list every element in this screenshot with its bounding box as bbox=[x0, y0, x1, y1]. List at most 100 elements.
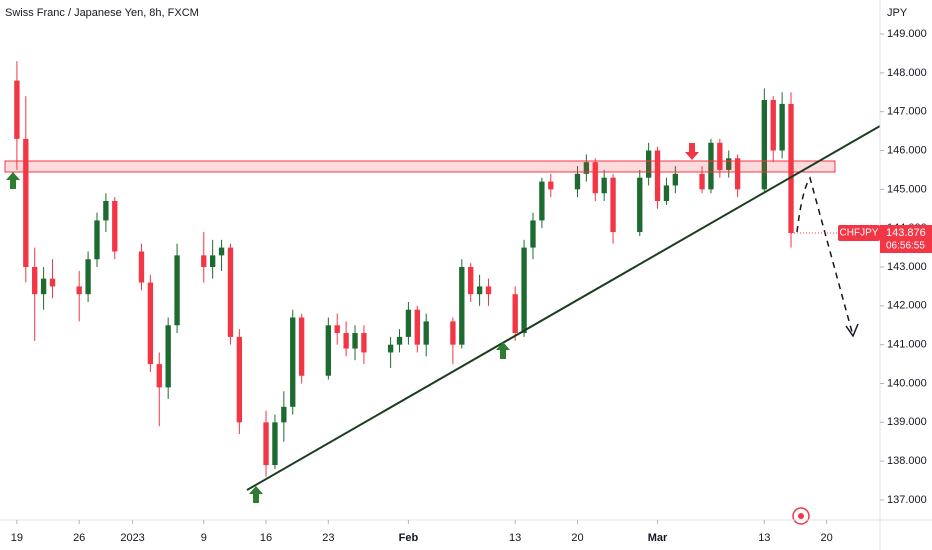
target-icon-dot[interactable] bbox=[798, 513, 804, 519]
x-tick-label: 13 bbox=[509, 532, 521, 544]
candle-body bbox=[530, 220, 536, 248]
candle-body bbox=[521, 247, 527, 334]
candle-body bbox=[459, 267, 465, 345]
candle-body bbox=[387, 344, 394, 353]
candle-body bbox=[209, 255, 216, 268]
candle-body bbox=[334, 325, 340, 334]
x-tick-label: 20 bbox=[571, 532, 583, 544]
plot-area bbox=[14, 61, 794, 477]
candle-body bbox=[450, 321, 456, 345]
up-arrow bbox=[249, 486, 263, 503]
candle-body bbox=[423, 321, 429, 345]
candle-body bbox=[138, 251, 145, 283]
candle-body bbox=[548, 181, 554, 190]
candle-body bbox=[40, 278, 47, 295]
candle-body bbox=[663, 185, 670, 201]
up-arrow bbox=[6, 172, 20, 189]
projection-arrowhead bbox=[845, 323, 859, 338]
x-tick-label: 2023 bbox=[120, 532, 144, 544]
x-tick-label: 23 bbox=[322, 532, 334, 544]
candle-body bbox=[770, 100, 776, 151]
candle-body bbox=[147, 282, 154, 365]
candle-body bbox=[23, 138, 29, 268]
candle-body bbox=[343, 333, 349, 349]
candle-body bbox=[14, 80, 20, 139]
target-icon[interactable] bbox=[792, 507, 810, 525]
y-tick-label: 138.000 bbox=[887, 455, 927, 467]
x-tick-label: 26 bbox=[73, 532, 85, 544]
projection-path bbox=[796, 176, 853, 333]
candle-body bbox=[298, 317, 305, 376]
candle-body bbox=[654, 150, 661, 201]
x-tick-label: 16 bbox=[260, 532, 272, 544]
y-tick-label: 140.000 bbox=[887, 377, 927, 389]
candle-body bbox=[281, 406, 287, 423]
candle-body bbox=[672, 173, 679, 186]
candle-body bbox=[708, 142, 714, 190]
candle-body bbox=[788, 103, 794, 233]
price-tag-bg bbox=[880, 224, 932, 253]
candle-body bbox=[49, 278, 56, 287]
candle-body bbox=[485, 286, 492, 295]
candle-body bbox=[272, 422, 278, 466]
candle-body bbox=[76, 286, 82, 295]
candle-body bbox=[218, 247, 225, 256]
candle-body bbox=[352, 333, 358, 349]
candle-body bbox=[290, 317, 296, 407]
candle-body bbox=[112, 200, 118, 252]
candle-body bbox=[32, 267, 38, 295]
resistance-zone bbox=[4, 160, 836, 173]
symbol-tag-bg bbox=[838, 224, 880, 241]
candle-body bbox=[201, 255, 207, 268]
candle-body bbox=[592, 162, 598, 194]
candle-body bbox=[699, 173, 705, 190]
countdown: 06:56:55 bbox=[886, 241, 925, 252]
candle-body bbox=[405, 309, 412, 337]
y-tick-label: 141.000 bbox=[887, 339, 927, 351]
candle-body bbox=[574, 173, 581, 190]
candle-body bbox=[174, 255, 180, 326]
x-tick-label: Mar bbox=[648, 532, 668, 544]
candle-body bbox=[734, 158, 741, 190]
candle-body bbox=[236, 336, 243, 423]
candle-body bbox=[637, 177, 643, 233]
candle-body bbox=[779, 103, 785, 151]
candle-body bbox=[325, 325, 332, 376]
candle-body bbox=[601, 177, 607, 194]
x-tick-label: 9 bbox=[201, 532, 207, 544]
candle-body bbox=[94, 220, 100, 260]
candle-body bbox=[726, 158, 732, 170]
y-tick-label: 148.000 bbox=[887, 67, 927, 79]
chart-title: Swiss Franc / Japanese Yen, 8h, FXCM bbox=[5, 7, 199, 19]
candle-body bbox=[263, 422, 269, 466]
candle-body bbox=[156, 364, 162, 388]
x-tick-label: 19 bbox=[11, 532, 23, 544]
candle-body bbox=[717, 142, 723, 170]
candle-body bbox=[103, 200, 109, 221]
candle-body bbox=[645, 150, 652, 178]
last-price: 143.876 bbox=[886, 227, 926, 239]
candle-body bbox=[512, 294, 518, 334]
y-tick-label: 149.000 bbox=[887, 28, 927, 40]
y-tick-label: 145.000 bbox=[887, 183, 927, 195]
x-tick-label: Feb bbox=[399, 532, 419, 544]
candle-body bbox=[361, 333, 367, 353]
candle-body bbox=[396, 336, 403, 345]
candle-body bbox=[85, 259, 91, 295]
y-tick-label: 139.000 bbox=[887, 416, 927, 428]
candle-body bbox=[583, 162, 590, 174]
price-tag: CHFJPY 143.876 06:56:55 bbox=[791, 224, 932, 253]
y-tick-label: 147.000 bbox=[887, 106, 927, 118]
y-tick-label: 143.000 bbox=[887, 261, 927, 273]
candle-body bbox=[539, 181, 545, 221]
y-axis-label: JPY bbox=[887, 7, 908, 19]
candle-body bbox=[414, 309, 420, 345]
candle-body bbox=[761, 100, 767, 190]
up-arrow bbox=[496, 342, 510, 359]
candle-body bbox=[227, 247, 234, 337]
candle-body bbox=[165, 325, 171, 388]
y-tick-label: 146.000 bbox=[887, 144, 927, 156]
symbol-tag: CHFJPY bbox=[840, 228, 879, 239]
